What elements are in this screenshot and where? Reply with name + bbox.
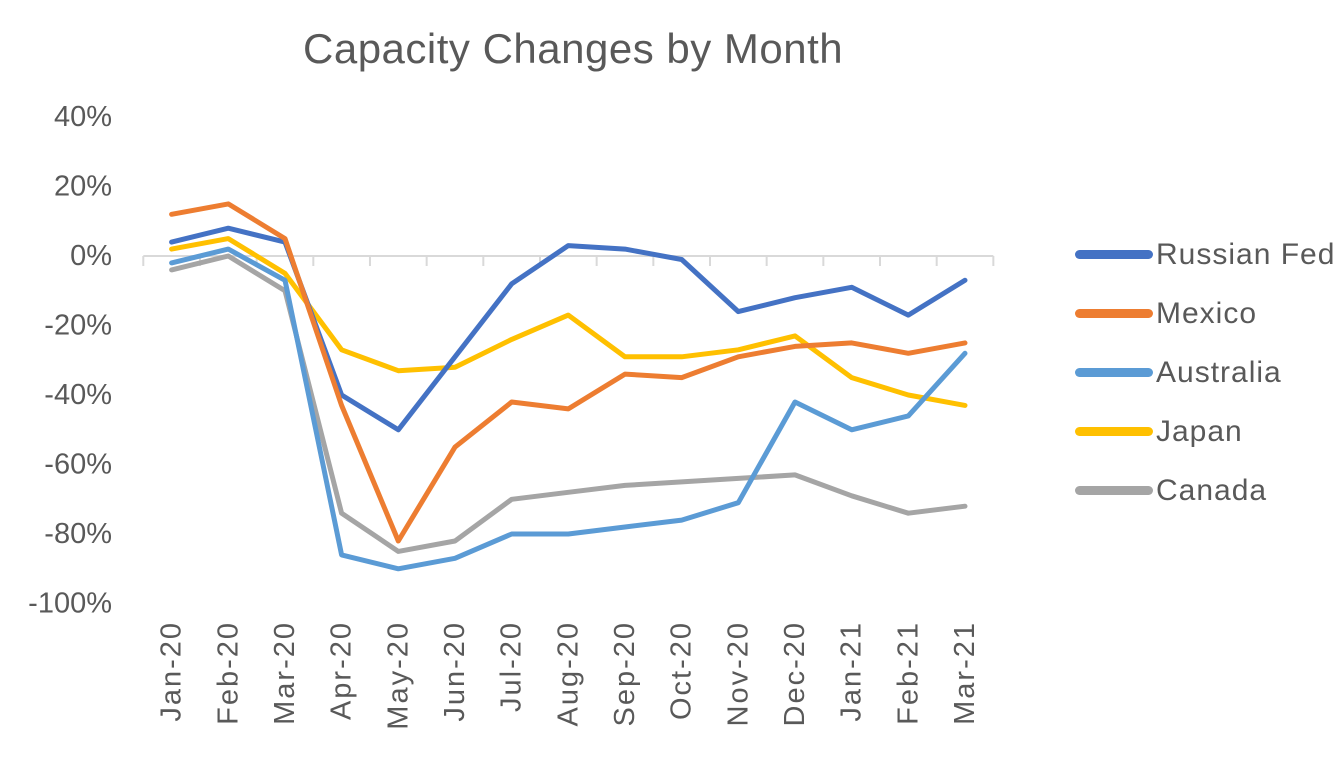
x-axis-tick-label: Jul-20 (496, 621, 528, 712)
series-line-australia (169, 246, 968, 572)
legend-marker-icon (1075, 250, 1153, 259)
x-axis-tick-label: Aug-20 (552, 621, 584, 727)
x-axis-tick-label: Mar-21 (949, 621, 981, 725)
legend-label: Japan (1156, 414, 1243, 448)
y-axis-tick-label: 0% (70, 240, 112, 272)
x-axis-tick-label: Nov-20 (722, 621, 754, 727)
y-axis-tick-label: 20% (54, 171, 112, 203)
legend-label: Mexico (1156, 296, 1258, 330)
x-axis-tick-label: Sep-20 (609, 621, 641, 727)
legend-item-australia: Australia (1075, 354, 1335, 391)
x-axis-tick-label: May-20 (382, 621, 414, 730)
x-axis-labels: Jan-20 Feb-20 Mar-20 Apr-20 May-20 Jun-20 Jul-… (156, 621, 981, 730)
legend-marker-icon (1075, 486, 1153, 495)
legend-item-japan: Japan (1075, 413, 1335, 450)
x-axis-tick-label: Dec-20 (779, 621, 811, 727)
legend-marker-icon (1075, 427, 1153, 436)
x-axis-tick-label: Jun-20 (439, 621, 471, 722)
y-axis-tick-label: -20% (44, 310, 112, 342)
chart-title: Capacity Changes by Month (303, 25, 844, 72)
legend-label: Canada (1156, 473, 1268, 507)
y-axis-tick-label: 40% (54, 101, 112, 133)
y-axis-tick-label: -80% (44, 518, 112, 550)
legend-item-canada: Canada (1075, 472, 1335, 509)
x-axis-tick-label: Mar-20 (269, 621, 301, 725)
legend: Russian Fed Mexico Australia Japan Canada (1075, 236, 1335, 509)
legend-item-russian-fed: Russian Fed (1075, 236, 1335, 273)
legend-marker-icon (1075, 309, 1153, 318)
legend-label: Russian Fed (1156, 237, 1336, 271)
x-axis-tick-label: Jan-20 (156, 621, 188, 722)
y-axis-tick-label: -100% (28, 588, 112, 620)
x-axis-tick-label: Feb-20 (212, 621, 244, 725)
y-axis-labels: 40% 20% 0% -20% -40% -60% -80% -100% (28, 101, 112, 620)
y-axis-tick-label: -40% (44, 379, 112, 411)
legend-marker-icon (1075, 368, 1153, 377)
x-axis-tick-label: Feb-21 (892, 621, 924, 725)
x-axis-tick-label: Apr-20 (326, 621, 358, 720)
legend-label: Australia (1156, 355, 1282, 389)
x-axis-tick-label: Jan-21 (836, 621, 868, 722)
legend-item-mexico: Mexico (1075, 295, 1335, 332)
x-axis-tick-label: Oct-20 (666, 621, 698, 720)
y-axis-tick-label: -60% (44, 449, 112, 481)
series-line-mexico (169, 201, 968, 544)
